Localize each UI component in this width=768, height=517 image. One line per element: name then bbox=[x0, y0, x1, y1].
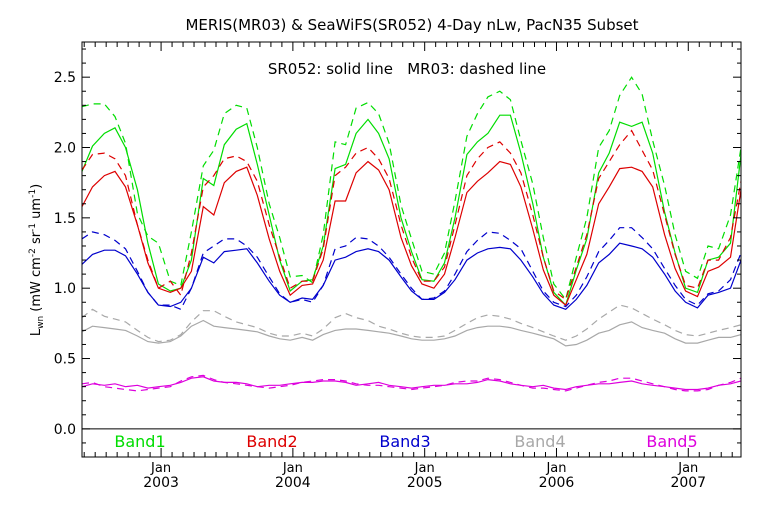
chart-title: MERIS(MR03) & SeaWiFS(SR052) 4-Day nLw, … bbox=[185, 16, 638, 34]
y-tick-label: 0.0 bbox=[54, 422, 76, 438]
x-tick-month-label: Jan bbox=[150, 461, 171, 476]
y-tick-label: 2.0 bbox=[54, 141, 76, 157]
x-tick-month-label: Jan bbox=[545, 461, 566, 476]
y-tick-label: 1.5 bbox=[54, 211, 76, 227]
legend-band5: Band5 bbox=[646, 432, 697, 451]
band3-mr03-line bbox=[82, 227, 741, 311]
y-tick-label: 0.5 bbox=[54, 352, 76, 368]
legend-band2: Band2 bbox=[246, 432, 297, 451]
band1-mr03-line bbox=[82, 76, 741, 301]
x-tick-year-label: 2007 bbox=[670, 475, 706, 491]
band5-mr03-line bbox=[82, 374, 741, 392]
band5-sr052-line bbox=[82, 376, 741, 391]
y-axis-label: Lwn (mW cm-2 sr-1 um-1) bbox=[28, 184, 46, 336]
legend-band1: Band1 bbox=[114, 432, 165, 451]
legend-band4: Band4 bbox=[514, 432, 565, 451]
axes: 0.00.51.01.52.02.5Jan2003Jan2004Jan2005J… bbox=[54, 41, 742, 491]
x-tick-year-label: 2004 bbox=[275, 475, 311, 491]
band2-sr052-line bbox=[82, 160, 741, 307]
x-tick-year-label: 2003 bbox=[143, 475, 179, 491]
legend-band3: Band3 bbox=[379, 432, 430, 451]
x-tick-month-label: Jan bbox=[677, 461, 698, 476]
y-tick-label: 1.0 bbox=[54, 281, 76, 297]
y-tick-label: 2.5 bbox=[54, 70, 76, 86]
x-tick-month-label: Jan bbox=[414, 461, 435, 476]
plot-frame bbox=[81, 41, 742, 458]
plot-area bbox=[82, 76, 741, 392]
x-tick-month-label: Jan bbox=[282, 461, 303, 476]
line-style-annotation: SR052: solid line MR03: dashed line bbox=[268, 60, 546, 78]
band4-sr052-line bbox=[82, 319, 741, 347]
x-tick-year-label: 2006 bbox=[539, 475, 575, 491]
legend: Band1 Band2 Band3 Band4 Band5 bbox=[114, 432, 697, 451]
band1-sr052-line bbox=[82, 114, 741, 307]
x-tick-year-label: 2005 bbox=[407, 475, 443, 491]
band2-mr03-line bbox=[82, 129, 741, 301]
